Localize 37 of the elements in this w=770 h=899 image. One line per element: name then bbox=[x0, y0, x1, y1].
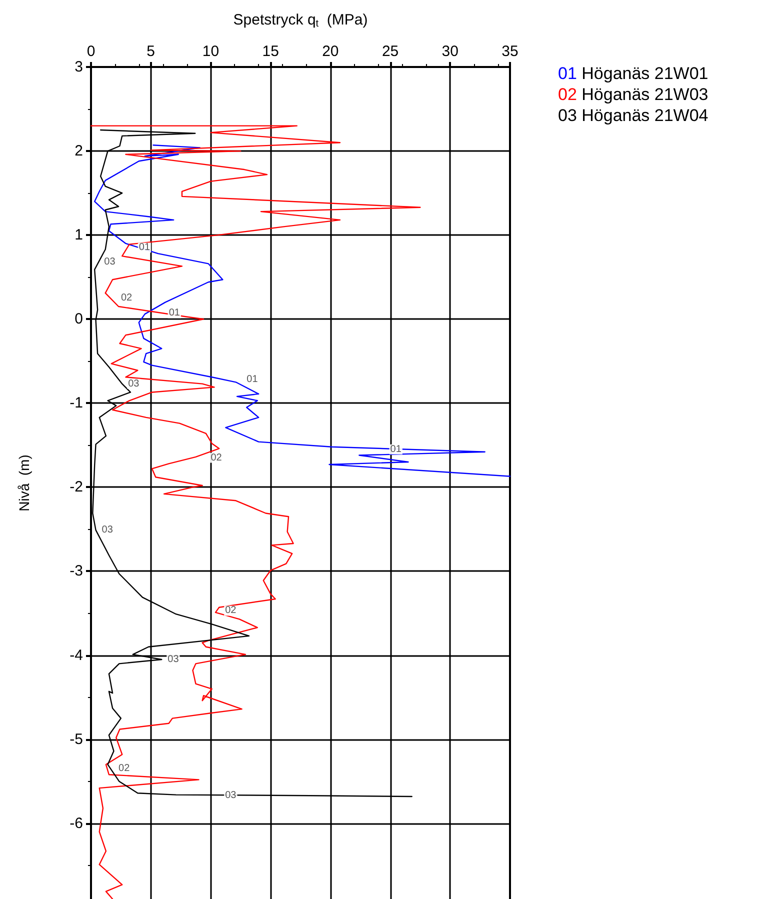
annotation: 01 bbox=[168, 308, 180, 319]
annotation: 03 bbox=[168, 654, 180, 665]
y-tick-label: -5 bbox=[70, 730, 83, 748]
annotation: 02 bbox=[120, 292, 133, 304]
annotation: 01 bbox=[390, 444, 402, 455]
x-tick-label: 35 bbox=[502, 43, 518, 60]
text: 02 Höganäs 21W03 bbox=[558, 85, 708, 104]
y-tick-label: -3 bbox=[70, 562, 83, 580]
line-series bbox=[90, 125, 421, 899]
annotation: 03 bbox=[225, 790, 237, 802]
x-tick-label: 20 bbox=[322, 43, 339, 60]
x-tick-label: 5 bbox=[146, 43, 156, 60]
y-tick-label: 2 bbox=[74, 142, 83, 160]
y-tick-label: 3 bbox=[74, 58, 83, 76]
line-series bbox=[94, 144, 511, 477]
x-tick-label: 0 bbox=[86, 43, 96, 60]
annotation: 02 bbox=[118, 763, 130, 774]
annotation: 03 bbox=[128, 378, 140, 390]
annotation: 01 bbox=[138, 242, 150, 254]
annotation: 02 bbox=[225, 605, 237, 616]
x-tick-label: 30 bbox=[442, 43, 458, 60]
y-tick-label: 0 bbox=[74, 310, 83, 328]
annotation: 03 bbox=[102, 524, 114, 536]
text: 03 Höganäs 21W04 bbox=[558, 106, 708, 125]
x-tick-label: 10 bbox=[202, 43, 220, 60]
text: 01 Höganäs 21W01 bbox=[558, 64, 708, 83]
annotation: 01 bbox=[246, 374, 258, 386]
y-tick-label: -1 bbox=[70, 394, 83, 412]
annotation: 02 bbox=[210, 452, 222, 464]
y-axis-title: Nivå (m) bbox=[16, 454, 32, 512]
x-tick-label: 15 bbox=[262, 43, 279, 60]
y-tick-label: 1 bbox=[74, 226, 83, 244]
y-tick-label: -4 bbox=[70, 646, 83, 664]
annotation: 03 bbox=[104, 256, 116, 268]
y-tick-label: -2 bbox=[70, 478, 83, 496]
y-tick-label: -6 bbox=[70, 814, 83, 832]
x-tick-label: 25 bbox=[382, 43, 399, 60]
